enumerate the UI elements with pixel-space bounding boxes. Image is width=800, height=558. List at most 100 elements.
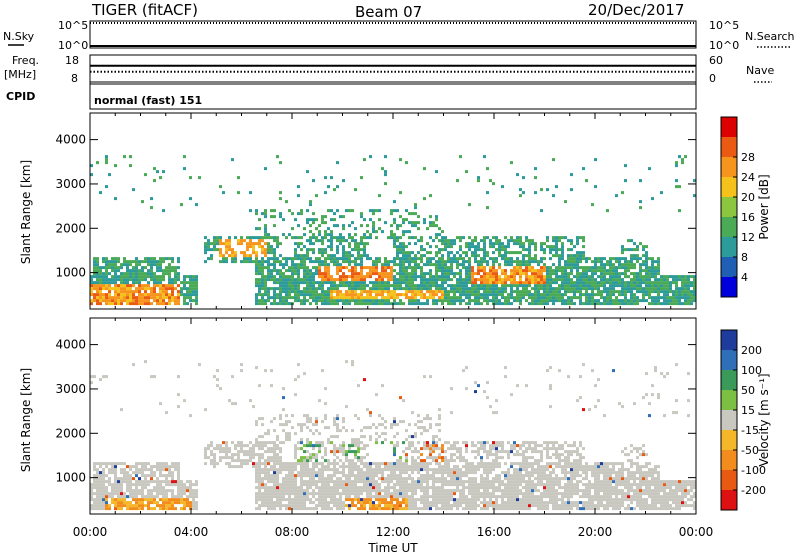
range-gate-cell [417,251,420,254]
range-gate-cell [297,447,300,450]
range-gate-cell [426,462,429,465]
range-gate-cell [162,278,165,281]
range-gate-cell [291,462,294,465]
range-gate-cell [414,293,417,296]
range-gate-cell [564,266,567,269]
range-gate-cell [657,284,660,287]
range-gate-cell [525,248,528,251]
range-gate-cell [177,266,180,269]
range-gate-cell [312,275,315,278]
range-gate-cell [384,480,387,483]
range-gate-cell [432,480,435,483]
range-gate-cell [537,290,540,293]
range-gate-cell [423,492,426,495]
range-gate-cell [195,495,198,498]
range-gate-cell [414,302,417,305]
range-gate-cell [192,495,195,498]
range-gate-cell [294,254,297,257]
range-gate-cell [441,507,444,510]
range-gate-cell [114,462,117,465]
range-gate-cell [390,236,393,239]
range-gate-cell [186,495,189,498]
range-gate-cell [156,492,159,495]
range-gate-cell [291,468,294,471]
range-gate-cell [408,299,411,302]
range-gate-cell [348,465,351,468]
range-gate-cell [423,417,426,420]
range-gate-cell [519,302,522,305]
range-gate-cell [402,278,405,281]
range-gate-cell [414,269,417,272]
range-gate-cell [159,402,162,405]
range-gate-cell [645,272,648,275]
range-gate-cell [285,492,288,495]
range-gate-cell [294,266,297,269]
range-gate-cell [648,296,651,299]
range-gate-cell [114,477,117,480]
range-gate-cell [330,480,333,483]
range-gate-cell [285,263,288,266]
range-gate-cell [429,272,432,275]
range-gate-cell [387,480,390,483]
range-gate-cell [219,254,222,257]
range-gate-cell [483,287,486,290]
range-gate-cell [303,254,306,257]
range-gate-cell [369,293,372,296]
range-gate-cell [264,275,267,278]
range-gate-cell [654,260,657,263]
range-gate-cell [306,462,309,465]
range-gate-cell [261,245,264,248]
range-gate-cell [381,432,384,435]
range-gate-cell [675,179,678,182]
range-gate-cell [111,495,114,498]
range-gate-cell [144,474,147,477]
range-gate-cell [312,236,315,239]
range-gate-cell [294,501,297,504]
range-gate-cell [315,453,318,456]
range-gate-cell [294,251,297,254]
colorbar-swatch [721,217,737,238]
range-gate-cell [444,299,447,302]
range-gate-cell [396,441,399,444]
range-gate-cell [567,290,570,293]
range-gate-cell [654,287,657,290]
range-gate-cell [597,281,600,284]
range-gate-cell [621,266,624,269]
range-gate-cell [180,486,183,489]
range-gate-cell [264,293,267,296]
range-gate-cell [426,441,429,444]
range-gate-cell [369,477,372,480]
range-gate-cell [330,245,333,248]
range-gate-cell [102,474,105,477]
range-gate-cell [441,239,444,242]
range-gate-cell [396,501,399,504]
range-gate-cell [306,257,309,260]
range-gate-cell [342,215,345,218]
range-gate-cell [222,257,225,260]
range-gate-cell [348,260,351,263]
range-gate-cell [558,275,561,278]
range-gate-cell [363,456,366,459]
range-gate-cell [405,498,408,501]
range-gate-cell [327,504,330,507]
range-gate-cell [351,272,354,275]
range-gate-cell [309,501,312,504]
range-gate-cell [510,269,513,272]
range-gate-cell [228,236,231,239]
range-gate-cell [543,302,546,305]
range-gate-cell [543,287,546,290]
range-gate-cell [156,486,159,489]
range-gate-cell [375,281,378,284]
range-gate-cell [666,296,669,299]
range-gate-cell [399,456,402,459]
range-gate-cell [495,275,498,278]
range-gate-cell [591,272,594,275]
range-gate-cell [615,290,618,293]
range-gate-cell [186,302,189,305]
range-gate-cell [282,302,285,305]
range-gate-cell [627,239,630,242]
range-gate-cell [141,275,144,278]
range-gate-cell [126,474,129,477]
range-gate-cell [570,287,573,290]
range-gate-cell [318,269,321,272]
